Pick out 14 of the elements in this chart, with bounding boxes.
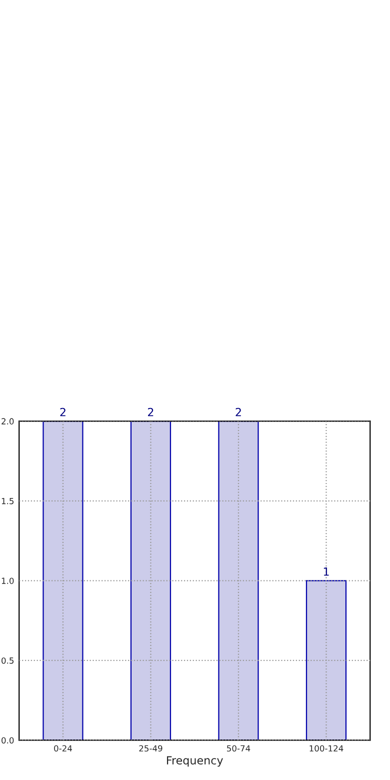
x-tick-label: 50-74 — [227, 745, 250, 752]
x-tick-label: 0-24 — [54, 745, 72, 752]
data-label: 1 — [324, 568, 329, 576]
y-tick-label: 1.5 — [2, 498, 14, 504]
y-tick-label: 0.0 — [2, 737, 14, 744]
x-tick-label: 25-49 — [139, 745, 162, 752]
data-label: 2 — [236, 408, 241, 416]
y-tick-label: 2.0 — [2, 418, 14, 424]
data-label: 2 — [60, 408, 66, 416]
x-tick-label: 100-124 — [310, 745, 344, 752]
x-axis-title: Frequency — [167, 756, 223, 767]
y-tick-label: 1.0 — [2, 578, 14, 584]
data-label: 2 — [148, 408, 154, 416]
y-tick-label: 0.5 — [2, 657, 14, 664]
